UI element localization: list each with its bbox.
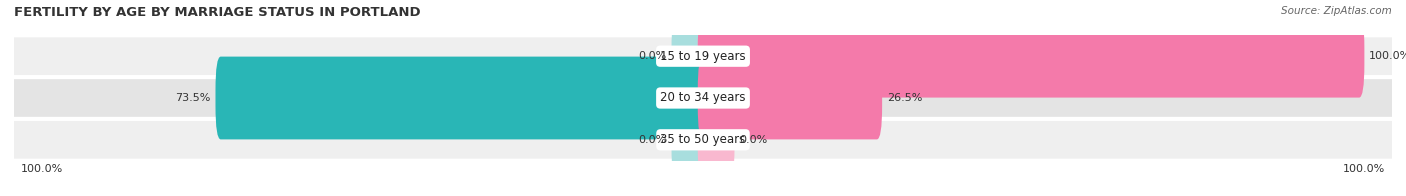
Text: FERTILITY BY AGE BY MARRIAGE STATUS IN PORTLAND: FERTILITY BY AGE BY MARRIAGE STATUS IN P… bbox=[14, 6, 420, 19]
FancyBboxPatch shape bbox=[672, 57, 709, 139]
FancyBboxPatch shape bbox=[14, 79, 1392, 117]
Text: 100.0%: 100.0% bbox=[1343, 164, 1385, 174]
FancyBboxPatch shape bbox=[14, 121, 1392, 159]
Text: 0.0%: 0.0% bbox=[638, 135, 666, 145]
Text: 100.0%: 100.0% bbox=[21, 164, 63, 174]
FancyBboxPatch shape bbox=[215, 57, 709, 139]
Text: 20 to 34 years: 20 to 34 years bbox=[661, 92, 745, 104]
Text: 35 to 50 years: 35 to 50 years bbox=[661, 133, 745, 146]
Text: 15 to 19 years: 15 to 19 years bbox=[661, 50, 745, 63]
Text: Source: ZipAtlas.com: Source: ZipAtlas.com bbox=[1281, 6, 1392, 16]
Text: 0.0%: 0.0% bbox=[740, 135, 768, 145]
FancyBboxPatch shape bbox=[697, 57, 882, 139]
Text: 73.5%: 73.5% bbox=[176, 93, 211, 103]
FancyBboxPatch shape bbox=[14, 37, 1392, 75]
FancyBboxPatch shape bbox=[697, 15, 1364, 98]
Text: 26.5%: 26.5% bbox=[887, 93, 922, 103]
Text: 0.0%: 0.0% bbox=[638, 51, 666, 61]
FancyBboxPatch shape bbox=[697, 15, 734, 98]
FancyBboxPatch shape bbox=[697, 57, 734, 139]
FancyBboxPatch shape bbox=[672, 15, 709, 98]
Text: 100.0%: 100.0% bbox=[1369, 51, 1406, 61]
FancyBboxPatch shape bbox=[672, 98, 709, 181]
FancyBboxPatch shape bbox=[697, 98, 734, 181]
